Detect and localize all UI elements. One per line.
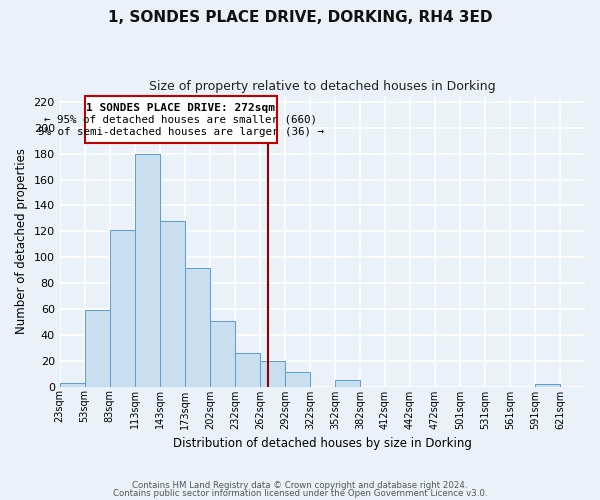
- Bar: [135, 154, 160, 386]
- Text: ← 95% of detached houses are smaller (660): ← 95% of detached houses are smaller (66…: [44, 115, 317, 125]
- Text: 1, SONDES PLACE DRIVE, DORKING, RH4 3ED: 1, SONDES PLACE DRIVE, DORKING, RH4 3ED: [108, 10, 492, 25]
- Bar: [110, 230, 135, 386]
- Bar: [235, 353, 260, 386]
- Bar: [260, 360, 285, 386]
- Bar: [210, 320, 235, 386]
- Text: 1 SONDES PLACE DRIVE: 272sqm: 1 SONDES PLACE DRIVE: 272sqm: [86, 104, 275, 114]
- Bar: [85, 310, 110, 386]
- Bar: [185, 268, 210, 386]
- Bar: [285, 372, 310, 386]
- Text: 5% of semi-detached houses are larger (36) →: 5% of semi-detached houses are larger (3…: [38, 126, 324, 136]
- Title: Size of property relative to detached houses in Dorking: Size of property relative to detached ho…: [149, 80, 496, 93]
- Y-axis label: Number of detached properties: Number of detached properties: [15, 148, 28, 334]
- Bar: [335, 380, 360, 386]
- Bar: [160, 221, 185, 386]
- X-axis label: Distribution of detached houses by size in Dorking: Distribution of detached houses by size …: [173, 437, 472, 450]
- Text: Contains HM Land Registry data © Crown copyright and database right 2024.: Contains HM Land Registry data © Crown c…: [132, 481, 468, 490]
- Text: Contains public sector information licensed under the Open Government Licence v3: Contains public sector information licen…: [113, 488, 487, 498]
- Bar: [59, 382, 85, 386]
- Bar: [535, 384, 560, 386]
- Bar: [85, 96, 277, 144]
